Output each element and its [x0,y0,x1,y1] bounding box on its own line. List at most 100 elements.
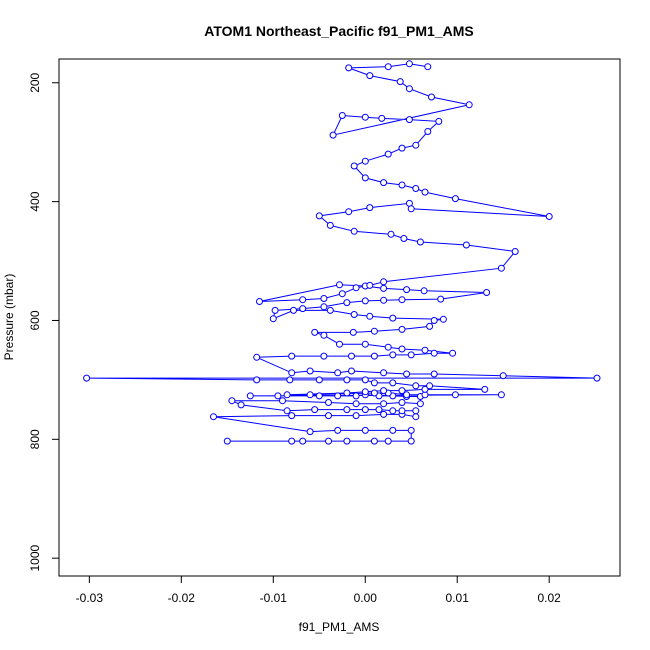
data-point [336,281,343,289]
chart-title: ATOM1 Northeast_Pacific f91_PM1_AMS [204,23,473,39]
data-point [237,401,245,409]
data-point [511,248,519,255]
data-point [366,72,374,80]
data-point [430,349,438,357]
data-point [424,63,432,71]
data-point [384,343,392,351]
data-point [380,369,388,377]
data-point [350,162,358,170]
data-point [274,392,282,400]
data-point [343,406,351,414]
x-tick-label: 0.01 [446,591,470,605]
x-axis-label: f91_PM1_AMS [299,620,380,634]
data-point [361,340,369,348]
data-point [481,385,489,393]
data-point [325,399,332,406]
data-point [311,328,319,336]
data-point [320,295,328,302]
data-point [315,392,323,400]
data-point [325,412,332,420]
data-point [398,325,406,333]
data-point [421,188,429,196]
data-point [499,372,507,380]
data-point [283,391,291,399]
data-point [407,205,415,213]
data-point [352,284,360,292]
data-point [403,370,411,378]
data-point [350,227,358,235]
data-point [389,351,397,359]
data-point [366,281,374,289]
data-point [349,328,357,336]
y-tick-label: 800 [28,429,42,449]
data-point [389,314,397,322]
data-point [403,391,411,399]
data-point [398,296,406,304]
data-point [428,93,435,101]
series-layer [83,60,601,445]
data-point [426,382,434,390]
data-point [426,322,434,330]
data-point [334,369,342,377]
data-point [416,400,424,408]
data-point [343,299,351,307]
data-point [343,376,351,384]
data-point [380,296,388,304]
data-point [384,150,392,158]
data-point [398,345,406,353]
data-point [389,426,397,434]
y-tick-label: 200 [28,72,42,92]
data-point [299,296,307,304]
data-point [320,352,328,360]
data-point [430,370,438,378]
data-point [400,235,408,242]
y-tick-label: 1000 [28,545,42,572]
data-point [210,413,217,421]
data-point [403,286,411,294]
data-point [380,278,388,286]
data-point [271,306,279,314]
data-point [350,311,358,318]
data-point [286,376,294,384]
data-point [288,369,296,377]
data-point [398,399,406,406]
data-point [375,406,383,414]
data-point [497,264,505,272]
data-point [320,331,328,339]
y-tick-label: 400 [28,191,42,211]
y-tick-label: 600 [28,310,42,330]
data-point [462,241,470,249]
data-point [370,379,378,387]
x-tick-label: -0.01 [260,591,288,605]
data-point [449,349,457,357]
data-point [288,352,296,360]
data-point [389,407,397,415]
data-point [407,437,415,445]
data-point [361,174,369,182]
data-point [315,376,323,384]
data-point [412,413,420,421]
data-point [290,306,297,314]
data-point [420,287,428,295]
data-point [334,392,342,400]
data-point [253,353,261,361]
data-point [361,376,369,384]
data-point [345,208,353,216]
y-axis-label: Pressure (mbar) [2,274,16,361]
data-point [246,392,254,400]
data-point [398,407,406,415]
series-line [86,63,598,442]
data-point [380,410,388,418]
data-point [405,60,413,68]
data-point [396,78,404,86]
data-point [352,392,360,400]
data-point [389,379,397,387]
data-point [361,388,369,396]
data-point [451,391,459,399]
data-point [361,297,369,305]
data-point [424,128,432,135]
data-point [398,144,406,152]
data-point [384,437,392,445]
data-point [306,428,314,436]
